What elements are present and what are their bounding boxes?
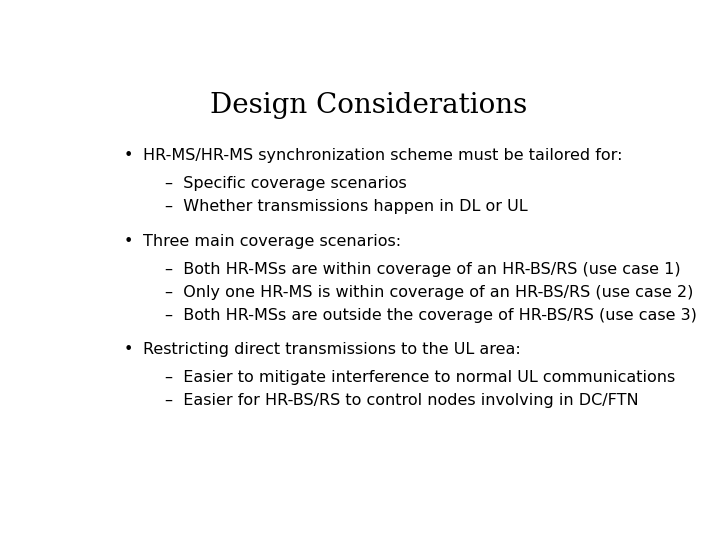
Text: HR-MS/HR-MS synchronization scheme must be tailored for:: HR-MS/HR-MS synchronization scheme must … <box>143 148 623 163</box>
Text: –  Whether transmissions happen in DL or UL: – Whether transmissions happen in DL or … <box>166 199 528 214</box>
Text: –  Specific coverage scenarios: – Specific coverage scenarios <box>166 176 407 191</box>
Text: •: • <box>124 234 133 248</box>
Text: –  Both HR-MSs are outside the coverage of HR-BS/RS (use case 3): – Both HR-MSs are outside the coverage o… <box>166 308 697 322</box>
Text: Three main coverage scenarios:: Three main coverage scenarios: <box>143 234 401 248</box>
Text: Restricting direct transmissions to the UL area:: Restricting direct transmissions to the … <box>143 342 521 357</box>
Text: –  Easier for HR-BS/RS to control nodes involving in DC/FTN: – Easier for HR-BS/RS to control nodes i… <box>166 393 639 408</box>
Text: •: • <box>124 148 133 163</box>
Text: –  Both HR-MSs are within coverage of an HR-BS/RS (use case 1): – Both HR-MSs are within coverage of an … <box>166 262 681 277</box>
Text: –  Easier to mitigate interference to normal UL communications: – Easier to mitigate interference to nor… <box>166 370 675 386</box>
Text: –  Only one HR-MS is within coverage of an HR-BS/RS (use case 2): – Only one HR-MS is within coverage of a… <box>166 285 693 300</box>
Text: Design Considerations: Design Considerations <box>210 92 528 119</box>
Text: •: • <box>124 342 133 357</box>
